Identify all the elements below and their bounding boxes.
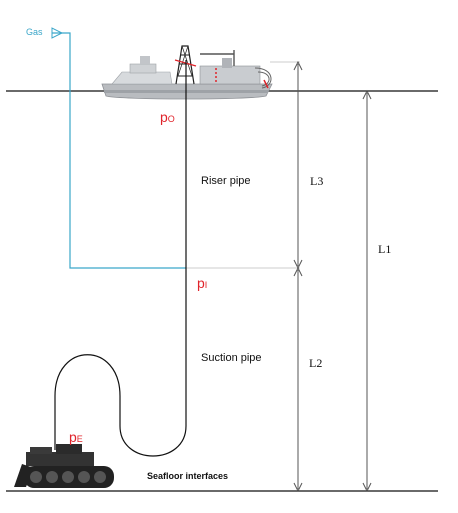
suction-pipe-label: Suction pipe — [201, 352, 262, 364]
dimension-l1-label: L1 — [378, 242, 392, 256]
riser-suction-pipe — [54, 60, 187, 457]
dimension-l3-label: L3 — [310, 174, 324, 188]
dimension-l2-label: L2 — [309, 356, 323, 370]
pressure-symbol: p — [197, 275, 205, 291]
dimension-l3 — [293, 60, 303, 270]
pressure-symbol: p — [69, 429, 77, 445]
seafloor-crawler-icon — [14, 444, 114, 488]
pressure-subscript: I — [204, 280, 208, 290]
pressure-label-p0: pO — [160, 110, 175, 124]
pressure-label-pe: pE — [69, 430, 83, 444]
ship-icon — [101, 50, 273, 100]
seafloor-interfaces-label: Seafloor interfaces — [147, 471, 229, 481]
gas-supply-line — [52, 32, 186, 269]
dimension-l2 — [293, 266, 303, 493]
gas-arrow-icon — [51, 27, 64, 39]
gas-label: Gas — [26, 27, 43, 37]
pressure-symbol: p — [160, 109, 168, 125]
dimension-l1 — [362, 89, 372, 493]
pressure-subscript: O — [167, 114, 175, 124]
riser-pipe-label: Riser pipe — [201, 175, 251, 187]
pressure-subscript: E — [76, 434, 83, 444]
pressure-label-pi: pI — [197, 276, 207, 290]
